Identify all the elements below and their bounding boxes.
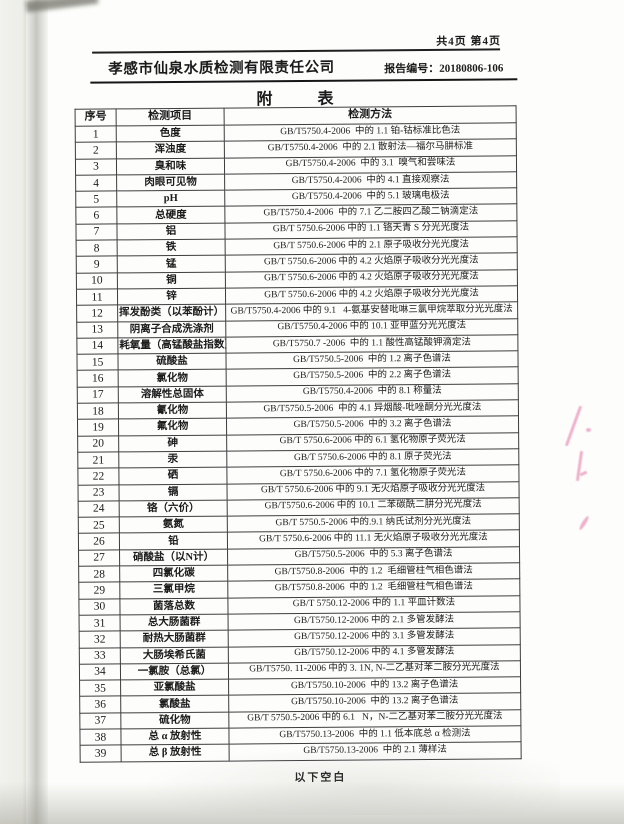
row-number: 32 — [79, 631, 121, 648]
header-rule-top — [92, 48, 501, 54]
row-number: 34 — [79, 663, 121, 681]
row-number: 29 — [78, 582, 120, 599]
row-test-item: 大肠埃希氏菌 — [120, 646, 229, 664]
row-test-item: 铁 — [117, 239, 226, 257]
row-test-item: 菌落总数 — [119, 597, 229, 615]
row-number: 27 — [78, 549, 120, 567]
row-test-item: 溶解性总固体 — [118, 385, 227, 403]
row-number: 7 — [75, 223, 118, 241]
row-number: 11 — [76, 288, 118, 306]
report-number-label: 报告编号： — [384, 62, 440, 76]
row-test-item: 三氯甲烷 — [119, 581, 228, 599]
table-body: 1 色度 GB/T5750.4-2006 中的 1.1 铂-钴标准比色法 2 浑… — [75, 122, 522, 762]
row-test-item: 臭和味 — [116, 157, 225, 175]
row-number: 18 — [77, 402, 119, 420]
row-test-item: 挥发酚类（以苯酚计） — [117, 304, 226, 322]
row-number: 24 — [78, 500, 120, 518]
scan-bottom-edge-shadow — [0, 782, 624, 824]
row-test-item: 四氯化碳 — [119, 565, 228, 583]
row-number: 15 — [76, 354, 119, 371]
row-number: 8 — [76, 240, 118, 257]
row-number: 5 — [75, 191, 117, 208]
row-number: 36 — [79, 696, 121, 713]
row-number: 1 — [75, 125, 117, 143]
row-number: 26 — [78, 533, 120, 550]
row-number: 12 — [76, 305, 118, 322]
row-number: 2 — [75, 142, 117, 159]
row-number: 23 — [78, 484, 120, 502]
company-name: 孝感市仙泉水质检测有限责任公司 — [108, 59, 335, 78]
row-number: 31 — [79, 614, 121, 632]
row-test-item: 硫化物 — [120, 711, 229, 729]
row-number: 25 — [78, 517, 120, 534]
row-number: 38 — [79, 728, 122, 746]
row-test-item: 铬（六价） — [119, 499, 228, 518]
row-test-item: 氟化物 — [118, 418, 227, 436]
row-number: 20 — [77, 435, 119, 453]
report-number-value: 20180806-106 — [439, 62, 504, 75]
row-test-item: 锰 — [117, 255, 226, 273]
row-test-item: 铝 — [116, 222, 226, 241]
row-test-item: 总大肠菌群 — [120, 613, 229, 632]
column-header-no: 序号 — [75, 108, 117, 127]
scan-bottom-mottle — [140, 745, 560, 815]
row-test-item: pH — [116, 190, 225, 208]
row-number: 10 — [76, 272, 118, 290]
row-number: 37 — [79, 712, 121, 730]
row-number: 39 — [80, 745, 122, 762]
row-test-item: 汞 — [118, 451, 227, 469]
test-methods-table: 序号 检测项目 检测方法 1 色度 GB/T5750.4-2006 中的 1.1… — [74, 105, 522, 763]
row-number: 4 — [75, 174, 117, 192]
row-number: 9 — [76, 256, 118, 273]
row-test-item: 一氯胺（总氯） — [120, 662, 229, 681]
report-number-line: 报告编号：20180806-106 — [384, 59, 503, 76]
row-test-item: 耐热大肠菌群 — [120, 630, 229, 648]
appendix-title-char-2: 表 — [317, 90, 334, 108]
row-test-item: 氨氮 — [119, 516, 228, 534]
row-test-item: 耗氧量（高锰酸盐指数） — [117, 336, 226, 355]
scan-left-edge-shadow — [22, 0, 48, 824]
row-test-item: 氯酸盐 — [120, 695, 229, 713]
row-number: 16 — [77, 370, 119, 387]
row-test-item: 硝酸盐（以N计） — [119, 548, 228, 566]
row-test-item: 氯化物 — [118, 369, 227, 387]
row-number: 3 — [75, 158, 117, 176]
stamp-residue-mark — [586, 428, 591, 432]
row-test-item: 色度 — [116, 125, 225, 143]
row-number: 30 — [78, 598, 121, 616]
row-test-item: 肉眼可见物 — [116, 173, 225, 192]
row-number: 14 — [76, 337, 118, 355]
row-test-item: 浑浊度 — [116, 141, 225, 159]
row-test-item: 氰化物 — [118, 402, 227, 420]
column-header-item: 检测项目 — [116, 108, 225, 126]
row-number: 13 — [76, 321, 118, 339]
row-number: 33 — [79, 647, 121, 665]
row-test-item: 硫酸盐 — [117, 353, 227, 371]
row-test-item: 镉 — [119, 483, 228, 501]
appendix-title-char-1: 附 — [256, 91, 273, 109]
row-test-item: 亚氯酸盐 — [120, 679, 229, 697]
row-number: 19 — [77, 419, 119, 436]
row-number: 35 — [79, 680, 121, 697]
row-test-item: 铅 — [119, 532, 228, 550]
row-test-item: 总 α 放射性 — [120, 728, 230, 746]
row-number: 22 — [77, 468, 120, 485]
row-test-item: 锌 — [117, 288, 226, 306]
row-test-item: 砷 — [118, 434, 227, 452]
row-number: 21 — [77, 451, 119, 469]
row-test-item: 总硬度 — [116, 206, 225, 224]
row-number: 6 — [75, 207, 117, 225]
row-test-item: 硒 — [118, 467, 227, 485]
page-count-label: 共4页 第4页 — [436, 35, 502, 48]
row-number: 17 — [77, 386, 119, 404]
row-number: 28 — [78, 565, 120, 583]
row-test-item: 铜 — [117, 271, 226, 289]
row-test-item: 阴离子合成洗涤剂 — [117, 320, 226, 338]
scan-left-background — [0, 0, 26, 824]
